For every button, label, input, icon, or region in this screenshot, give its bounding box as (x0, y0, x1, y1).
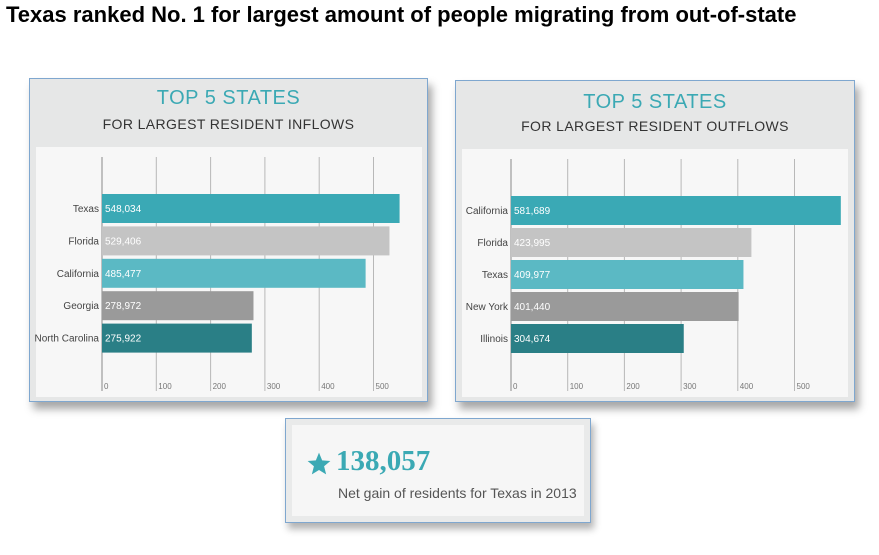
x-tick-label: 200 (626, 382, 640, 391)
category-label: Florida (477, 238, 508, 249)
category-label: Texas (482, 270, 508, 281)
value-label: 409,977 (514, 270, 551, 281)
star-icon (307, 452, 331, 475)
category-label: California (466, 206, 509, 217)
category-label: California (57, 269, 100, 280)
net-gain-stat-box: 138,057 Net gain of residents for Texas … (285, 418, 591, 523)
x-tick-label: 300 (267, 382, 281, 391)
x-tick-label: 400 (740, 382, 754, 391)
category-label: Florida (68, 236, 99, 247)
bar (511, 196, 841, 225)
category-label: New York (466, 302, 509, 313)
bar (102, 226, 390, 256)
bar (511, 292, 739, 321)
value-label: 485,477 (105, 269, 142, 280)
inflows-bar-chart: 0 100 200 300 400 500 Texas 548,034 Florida 529,4… (35, 157, 400, 391)
inflows-chart-panel: TOP 5 STATES FOR LARGEST RESIDENT INFLOW… (29, 78, 428, 402)
x-tick-label: 100 (570, 382, 584, 391)
value-label: 581,689 (514, 206, 551, 217)
value-label: 304,674 (514, 334, 551, 345)
x-tick-label: 500 (797, 382, 811, 391)
bar (511, 228, 752, 257)
bar (511, 324, 684, 353)
category-label: Georgia (63, 301, 99, 312)
x-tick-label: 400 (321, 382, 335, 391)
category-label: North Carolina (35, 334, 100, 345)
value-label: 529,406 (105, 236, 142, 247)
bar (102, 291, 254, 321)
inflows-plot-area: 0 100 200 300 400 500 Texas 548,034 Florida 529,4… (35, 147, 422, 397)
net-gain-caption: Net gain of residents for Texas in 2013 (338, 485, 577, 501)
x-tick-label: 300 (683, 382, 697, 391)
inflows-chart-title: TOP 5 STATES (156, 87, 301, 109)
value-label: 278,972 (105, 301, 142, 312)
outflows-chart-subtitle: FOR LARGEST RESIDENT OUTFLOWS (521, 118, 789, 134)
bar (511, 260, 744, 289)
x-tick-label: 0 (104, 382, 109, 391)
x-tick-label: 0 (513, 382, 518, 391)
net-gain-value: 138,057 (336, 445, 431, 477)
bar (102, 258, 366, 288)
net-gain-stat-inner: 138,057 Net gain of residents for Texas … (292, 425, 584, 516)
value-label: 548,034 (105, 204, 142, 215)
inflows-chart-subtitle: FOR LARGEST RESIDENT INFLOWS (102, 116, 355, 132)
headline: Texas ranked No. 1 for largest amount of… (6, 2, 797, 27)
category-label: Illinois (480, 334, 508, 345)
bar (102, 323, 252, 353)
value-label: 401,440 (514, 302, 551, 313)
value-label: 275,922 (105, 334, 142, 345)
bar (102, 194, 400, 223)
category-label: Texas (73, 204, 99, 215)
outflows-plot-area: 0 100 200 300 400 500 California 581,689 Florida… (462, 149, 848, 397)
outflows-bar-chart: 0 100 200 300 400 500 California 581,689 Florida… (466, 159, 841, 391)
outflows-chart-panel: TOP 5 STATES FOR LARGEST RESIDENT OUTFLO… (455, 80, 855, 402)
x-tick-label: 200 (213, 382, 227, 391)
x-tick-label: 100 (158, 382, 172, 391)
x-tick-label: 500 (376, 382, 390, 391)
value-label: 423,995 (514, 238, 551, 249)
outflows-chart-title: TOP 5 STATES (583, 91, 727, 113)
